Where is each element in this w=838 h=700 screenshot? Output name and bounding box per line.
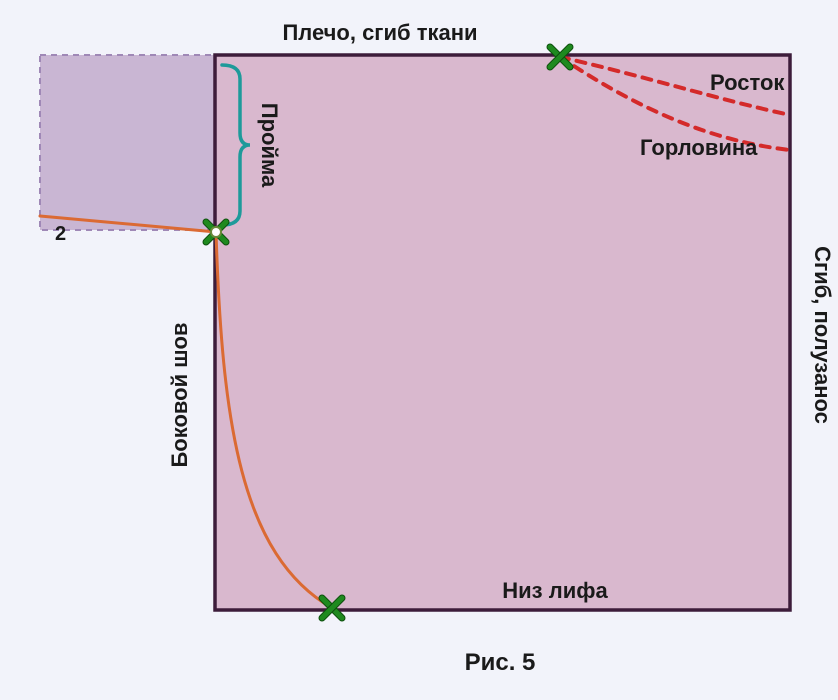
figure-title: Рис. 5 [465,649,536,676]
neckline-label: Горловина [640,135,758,160]
side-seam-label: Боковой шов [167,322,192,467]
shoulder-label: Плечо, сгиб ткани [282,20,477,45]
num2-label: 2 [55,223,66,245]
armhole-label: Пройма [257,103,282,188]
sprout-label: Росток [710,70,785,95]
hem-label: Низ лифа [502,578,608,603]
fold-label: Сгиб, полузанос [810,246,835,424]
extension-panel [40,55,215,230]
